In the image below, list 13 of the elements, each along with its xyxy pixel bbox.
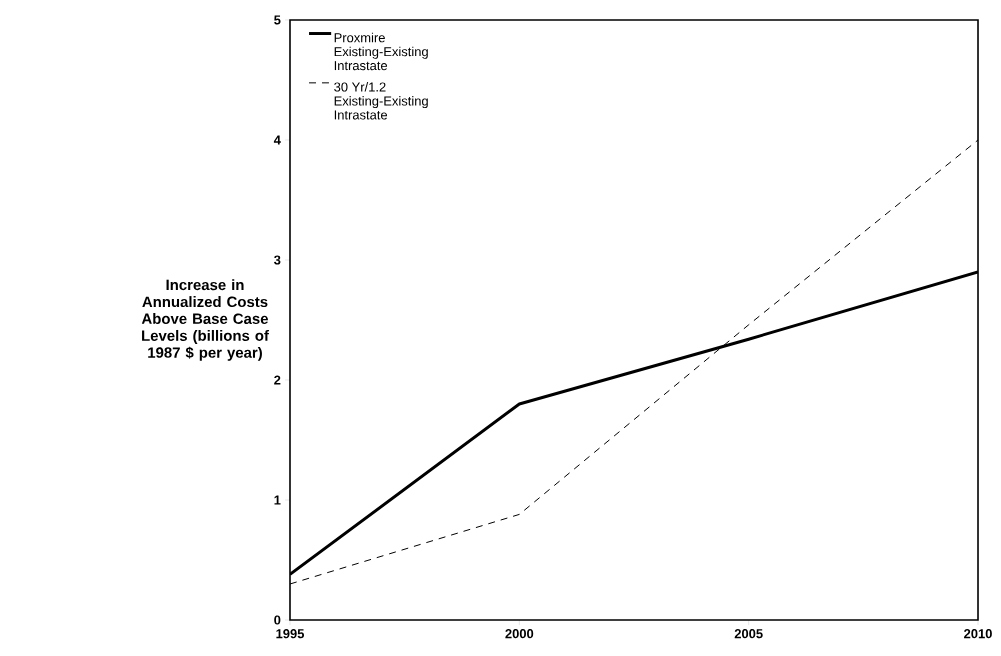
x-tick-label: 1995 xyxy=(276,629,305,639)
y-tick-label: 2 xyxy=(274,375,281,385)
y-tick-label: 3 xyxy=(274,255,281,265)
legend-label: 30 Yr/1.2 Existing-Existing Intrastate xyxy=(334,82,428,120)
legend-label: Proxmire Existing-Existing Intrastate xyxy=(334,32,428,71)
y-tick-label: 4 xyxy=(273,135,281,145)
x-tick-label: 2000 xyxy=(505,629,534,639)
y-tick-label: 5 xyxy=(274,15,281,25)
x-tick-label: 2005 xyxy=(734,629,763,639)
y-axis-title: Increase in Annualized Costs Above Base Case Levels (billions of 1987 $ per year) xyxy=(141,279,269,361)
y-tick-label: 1 xyxy=(274,495,281,505)
x-tick-label: 2010 xyxy=(964,629,992,639)
y-tick-label: 0 xyxy=(274,615,281,625)
